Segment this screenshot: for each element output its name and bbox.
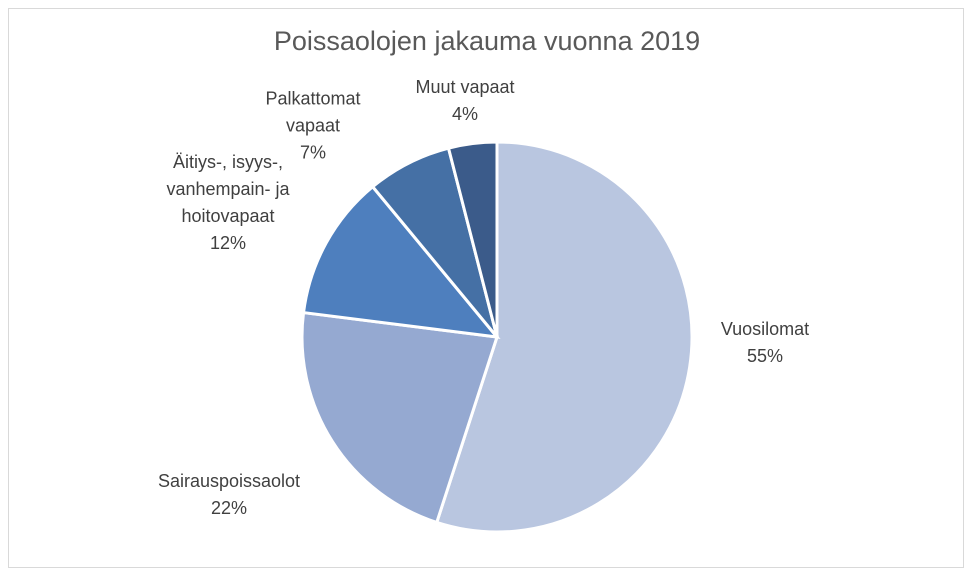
data-label: Äitiys-, isyys-, vanhempain- ja hoitovap…	[136, 149, 321, 257]
pie-slice	[446, 140, 499, 338]
pie-slice	[301, 184, 501, 339]
category-label: Vuosilomat	[720, 319, 810, 339]
category-label: Sairauspoissaolot	[157, 471, 301, 491]
percent-label: 7%	[299, 142, 326, 163]
pie-slice	[434, 140, 694, 534]
category-label: Palkattomat vapaat	[265, 88, 361, 136]
percent-label: 4%	[451, 104, 478, 124]
data-label: Vuosilomat 55%	[721, 316, 809, 370]
data-label: Palkattomat vapaat 7%	[248, 86, 378, 167]
percent-label: 22%	[210, 498, 248, 518]
category-label: Äitiys-, isyys-, vanhempain- ja hoitovap…	[166, 152, 290, 226]
data-label: Sairauspoissaolot 22%	[132, 468, 327, 522]
category-label: Muut vapaat	[415, 77, 515, 97]
pie-slice	[300, 310, 499, 525]
data-label: Muut vapaat 4%	[415, 74, 514, 128]
percent-label: 12%	[209, 233, 247, 253]
percent-label: 55%	[746, 346, 784, 366]
chart-frame	[8, 8, 964, 568]
chart-title: Poissaolojen jakauma vuonna 2019	[273, 26, 701, 56]
